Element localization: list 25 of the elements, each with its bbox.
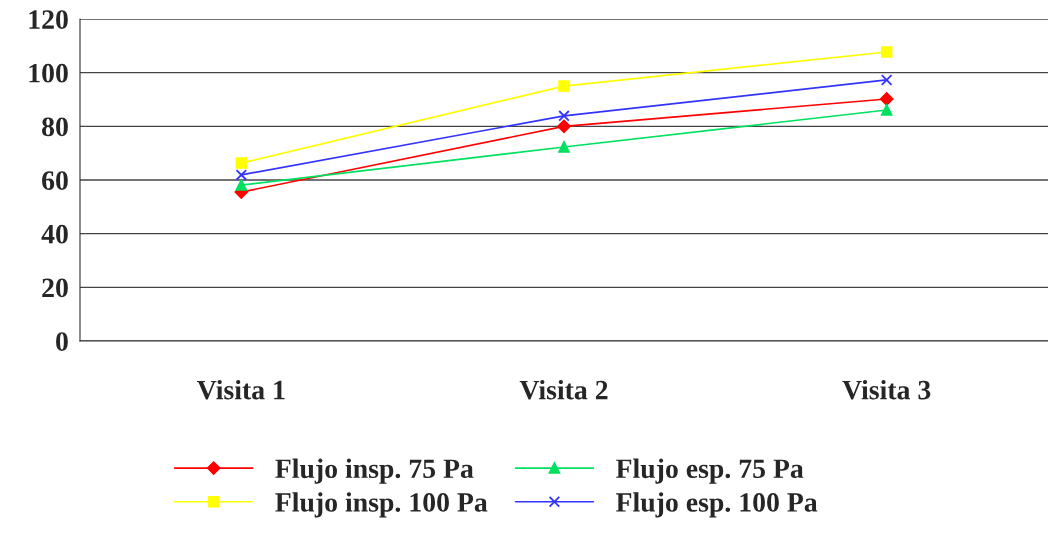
point	[235, 169, 248, 181]
point	[235, 179, 248, 191]
point	[880, 104, 893, 116]
point	[880, 46, 893, 58]
point	[235, 157, 248, 169]
point	[557, 119, 571, 134]
legend-label: Flujo esp. 75 Pa	[616, 458, 804, 484]
y-tick-label: 100	[29, 63, 68, 83]
x-tick-label: Visita 1	[197, 379, 285, 400]
y-tick-label: 80	[42, 117, 68, 137]
y-tick-label: 60	[42, 171, 68, 190]
y-tick-label: 20	[42, 278, 68, 298]
point	[558, 110, 570, 122]
x-tick-label: Visita 3	[842, 379, 931, 400]
x-tick-label: Visita 2	[519, 379, 608, 400]
point	[880, 74, 893, 86]
y-tick-label: 120	[29, 10, 68, 29]
legend-label: Flujo esp. 100 Pa	[616, 492, 818, 518]
legend-label: Flujo insp. 75 Pa	[275, 458, 474, 484]
y-tick-label: 40	[41, 224, 68, 244]
point	[879, 92, 894, 106]
y-tick-label: 0	[56, 332, 68, 351]
point	[558, 141, 570, 153]
legend-label: Flujo insp. 100 Pa	[275, 492, 488, 518]
point	[558, 80, 570, 92]
